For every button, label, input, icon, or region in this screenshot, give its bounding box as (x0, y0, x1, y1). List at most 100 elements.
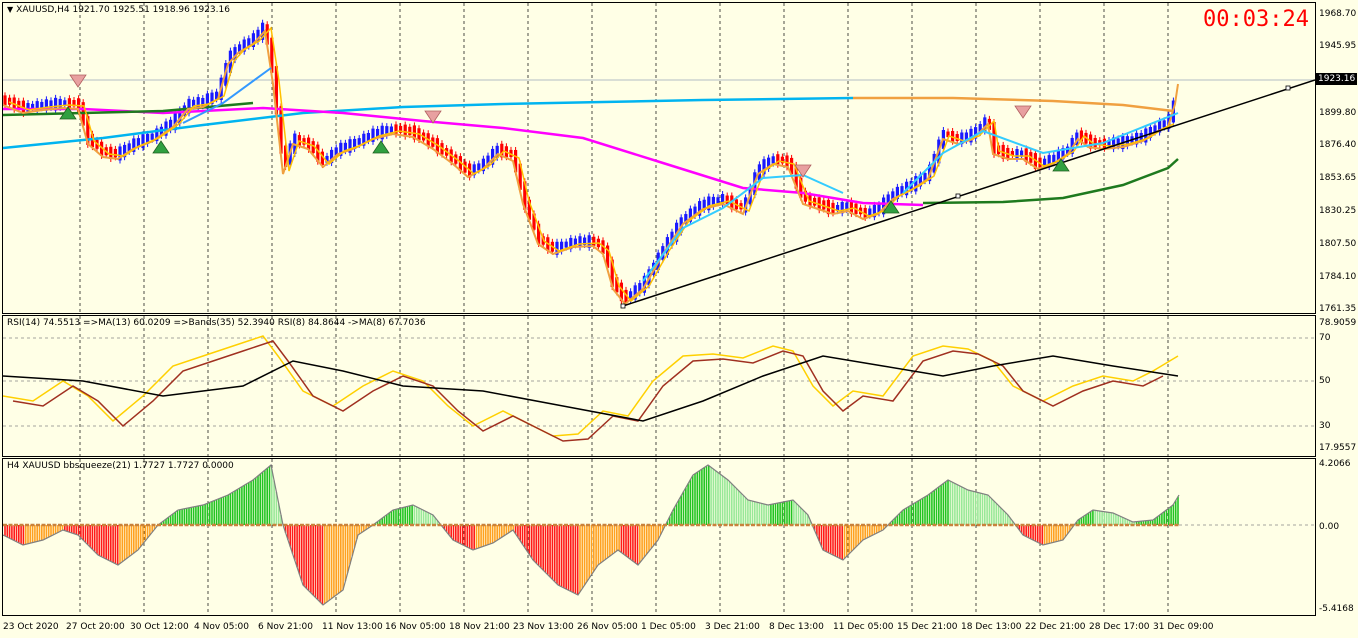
candle-body (348, 139, 352, 153)
rsi-fast-line (3, 335, 1179, 437)
candle-body (8, 97, 12, 105)
trendline-anchor (620, 303, 626, 309)
candle-body (256, 29, 260, 42)
rsi-axis-label: 78.9059 (1319, 318, 1357, 328)
price-chart-canvas[interactable] (3, 3, 1315, 313)
symbol-info-label: ▼ XAUUSD,H4 1921.70 1925.51 1918.96 1923.… (7, 5, 230, 15)
candle-body (394, 124, 398, 135)
candle-body (325, 155, 329, 163)
candle-body (914, 176, 918, 192)
candle-body (67, 98, 71, 109)
candle-body (983, 117, 987, 132)
sma-slow-orange-line (853, 96, 1174, 113)
trendline (622, 79, 1315, 307)
bbsqueeze-info-label: H4 XAUUSD bbsqueeze(21) 1.7727 1.7727 0.… (7, 461, 234, 471)
candle-body (684, 214, 688, 224)
candle-body (251, 33, 255, 47)
candle-body (123, 144, 127, 158)
candle-body (882, 197, 886, 215)
candle-body (886, 194, 890, 208)
candle-body (877, 204, 881, 214)
candle-body (486, 155, 490, 167)
sell-signal-arrow-icon (794, 164, 812, 178)
time-axis-label: 23 Nov 13:00 (513, 622, 574, 632)
price-axis-label: 1945.95 (1319, 41, 1357, 51)
candle-body (960, 132, 964, 145)
rsi-axis-label: 70 (1319, 333, 1331, 343)
candle-body (698, 201, 702, 216)
candle-body (794, 164, 798, 189)
ema-blue-line (182, 67, 272, 124)
candle-body (302, 138, 306, 145)
candle-body (629, 291, 633, 301)
ema-cyan-right-line (902, 112, 1179, 194)
rsi-canvas[interactable] (3, 316, 1315, 456)
time-axis-label: 22 Dec 21:00 (1025, 622, 1086, 632)
price-chart-pane[interactable]: ▼ XAUUSD,H4 1921.70 1925.51 1918.96 1923.… (2, 2, 1316, 314)
candle-body (868, 208, 872, 216)
candle-body (702, 199, 706, 210)
candle-body (26, 103, 30, 112)
candle-body (670, 231, 674, 246)
candle-body (951, 130, 955, 142)
price-axis-label: 1830.25 (1319, 206, 1357, 216)
candle-body (86, 116, 90, 145)
bbsqueeze-indicator-pane[interactable]: H4 XAUUSD bbsqueeze(21) 1.7727 1.7727 0.… (2, 458, 1316, 616)
time-axis-label: 30 Oct 12:00 (130, 622, 189, 632)
candle-body (343, 142, 347, 152)
candle-body (840, 202, 844, 214)
candle-body (776, 154, 780, 165)
candle-body (1112, 137, 1116, 150)
time-axis-label: 11 Dec 05:00 (833, 622, 894, 632)
time-axis-label: 26 Nov 05:00 (577, 622, 638, 632)
time-axis-label: 23 Oct 2020 (3, 622, 59, 632)
candle-body (169, 119, 173, 131)
candle-body (44, 99, 48, 111)
candle-body (54, 97, 58, 111)
candle-body (799, 177, 803, 198)
price-axis-label: 1968.70 (1319, 9, 1357, 19)
candle-body (767, 157, 771, 169)
candle-body (389, 126, 393, 133)
candle-body (311, 141, 315, 154)
candle-body (688, 208, 692, 222)
candle-body (564, 241, 568, 248)
candle-body (31, 103, 35, 109)
candle-body (1047, 155, 1051, 168)
dropdown-triangle-icon[interactable]: ▼ (7, 5, 14, 14)
candle-body (1061, 148, 1065, 160)
trendline-anchor (1285, 85, 1291, 91)
candle-body (619, 282, 623, 302)
candle-body (40, 101, 44, 109)
candle-body (1043, 158, 1047, 166)
candle-body (762, 159, 766, 175)
rsi-bands-line (3, 355, 1179, 422)
candle-body (831, 202, 835, 214)
candle-body (270, 37, 274, 73)
candle-body (1056, 149, 1060, 165)
candle-body (1015, 149, 1019, 159)
candle-body (964, 132, 968, 141)
time-axis-label: 4 Nov 05:00 (194, 622, 249, 632)
bbsqueeze-canvas[interactable] (3, 459, 1315, 615)
candle-body (279, 106, 283, 154)
ema-yellow-line (8, 26, 1175, 303)
candle-body (615, 277, 619, 293)
candle-body (573, 238, 577, 246)
candle-body (514, 149, 518, 173)
time-axis-label: 3 Dec 21:00 (705, 622, 760, 632)
price-axis-label: 1807.50 (1319, 239, 1357, 249)
rsi-axis-label: 30 (1319, 421, 1331, 431)
candle-body (518, 163, 522, 190)
candle-body (72, 100, 76, 107)
buy-signal-arrow-icon (882, 200, 900, 214)
candle-body (49, 100, 53, 108)
rsi-indicator-pane[interactable]: RSI(14) 74.5513 =>MA(13) 60.0209 =>Bands… (2, 315, 1316, 457)
trendline-anchor (955, 193, 961, 199)
candle-body (380, 125, 384, 140)
candle-body (527, 199, 531, 220)
candle-body (845, 202, 849, 211)
candle-body (1158, 120, 1162, 133)
ma-green-right-line (922, 158, 1179, 205)
candle-body (58, 98, 62, 108)
